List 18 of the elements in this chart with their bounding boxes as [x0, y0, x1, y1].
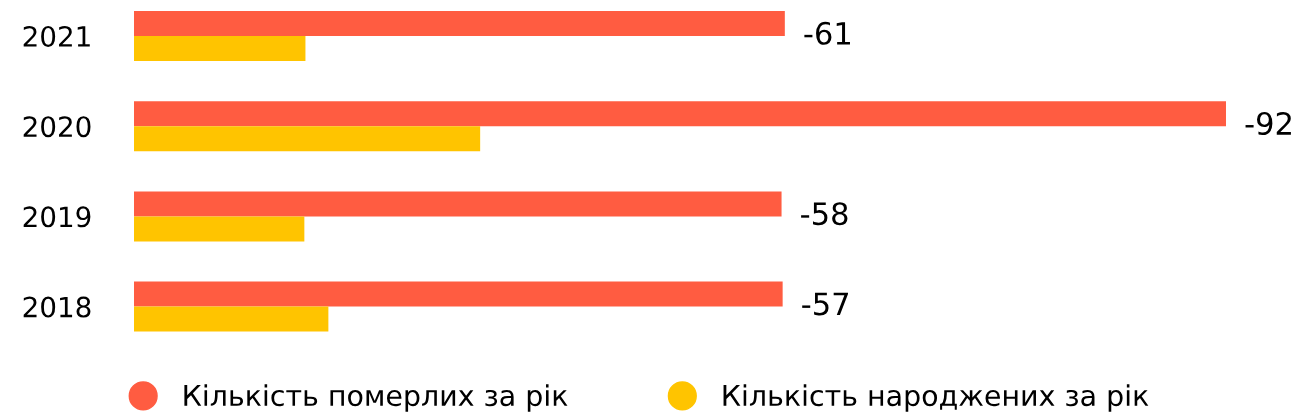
bar	[134, 126, 481, 152]
annotation: -58	[801, 202, 848, 226]
annotation: -61	[804, 21, 850, 45]
legend-label: Кількість померлих за рік	[184, 384, 568, 412]
bar	[134, 306, 329, 332]
annotation: -92	[1245, 111, 1291, 136]
y-tick-label: 2019	[23, 206, 91, 228]
legend-label: Кількість народжених за рік	[723, 384, 1149, 412]
annotation: -57	[802, 292, 848, 316]
bar	[134, 36, 306, 61]
y-tick-label: 2021	[23, 25, 90, 47]
bar	[134, 191, 782, 217]
y-tick-label: 2018	[23, 296, 91, 318]
bar	[134, 216, 305, 242]
bar	[134, 101, 1226, 127]
bar	[134, 11, 785, 36]
y-tick-label: 2020	[23, 116, 91, 138]
bar	[134, 281, 783, 307]
